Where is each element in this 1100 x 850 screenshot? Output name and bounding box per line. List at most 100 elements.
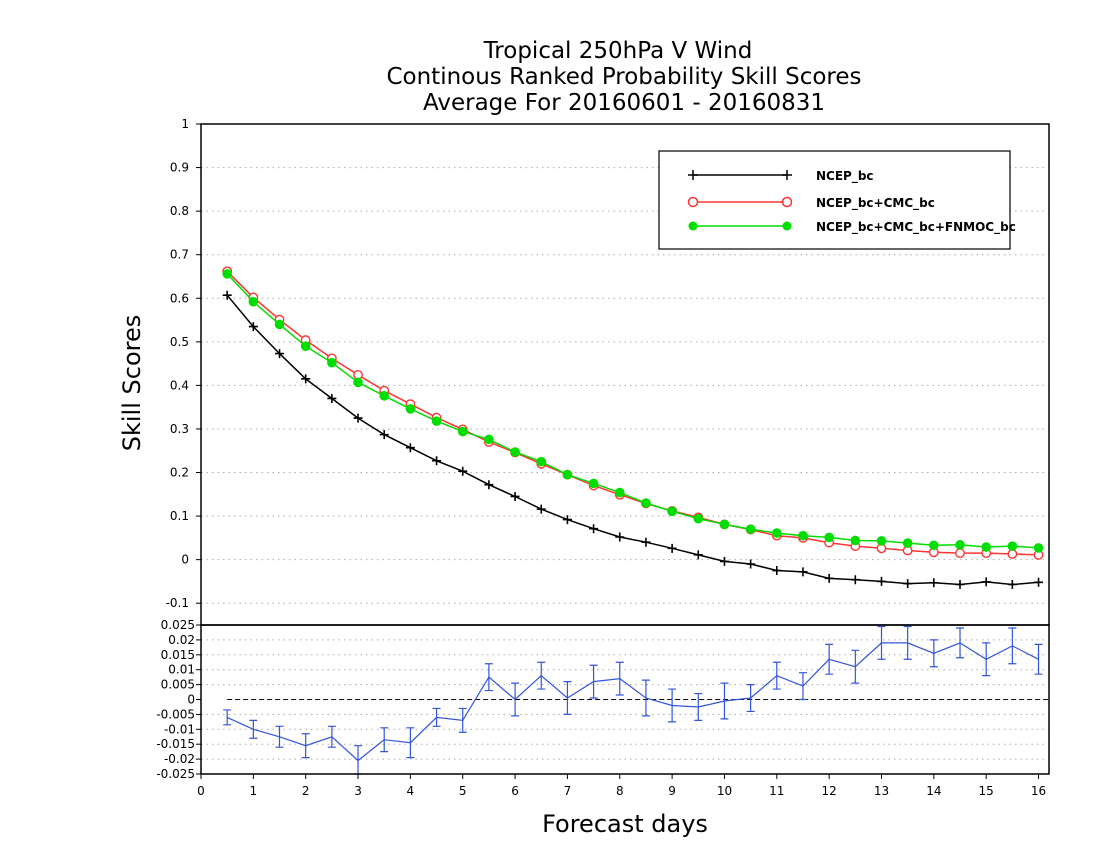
upper-y-tick-label: 0.6 <box>170 291 189 305</box>
error-bar <box>668 688 677 723</box>
upper-y-tick-label: 0.9 <box>170 161 189 175</box>
upper-y-tick-label: 0.8 <box>170 204 189 218</box>
error-bar <box>432 707 441 727</box>
data-point <box>353 377 363 388</box>
data-point <box>405 443 415 453</box>
data-point <box>589 524 599 534</box>
error-bar <box>223 709 232 726</box>
data-point <box>300 341 311 351</box>
data-point <box>719 556 729 566</box>
legend-label-ncep-bc: NCEP_bc <box>816 169 874 184</box>
x-axis-label: Forecast days <box>542 810 708 838</box>
lower-y-tick-label: -0.02 <box>164 752 195 766</box>
legend-entry-ncep-cmc: NCEP_bc+CMC_bc <box>687 196 935 211</box>
lower-panel-difference-series <box>223 625 1043 775</box>
data-point <box>903 579 913 589</box>
error-bar <box>249 719 258 739</box>
upper-y-tick-label: 1 <box>181 117 189 131</box>
data-point <box>824 573 834 583</box>
x-tick-label: 10 <box>717 784 732 798</box>
data-point <box>327 357 337 368</box>
data-point <box>562 515 572 525</box>
error-bar <box>956 627 965 659</box>
error-bar <box>903 625 912 660</box>
lower-y-tick-label: 0 <box>187 693 195 707</box>
upper-y-tick-label: 0.2 <box>170 466 189 480</box>
legend-entry-ncep-bc: NCEP_bc <box>688 169 874 184</box>
data-point <box>536 504 546 514</box>
error-bar <box>851 649 860 684</box>
data-point <box>222 269 232 279</box>
upper-y-tick-label: 0.7 <box>170 248 189 262</box>
data-point <box>484 480 494 490</box>
upper-panel-grid <box>201 167 1049 604</box>
series-line <box>226 294 1039 586</box>
error-bar <box>982 642 991 677</box>
x-tick-label: 11 <box>769 784 784 798</box>
upper-y-tick-label: 0.4 <box>170 378 189 392</box>
error-bar <box>406 727 415 759</box>
error-bar <box>877 625 886 660</box>
error-bar <box>1034 643 1043 675</box>
lower-y-tick-label: 0.005 <box>161 678 195 692</box>
error-bar <box>458 707 467 733</box>
error-bar <box>301 733 310 759</box>
data-point <box>798 567 808 577</box>
x-tick-label: 13 <box>874 784 889 798</box>
x-tick-label: 6 <box>511 784 519 798</box>
lower-y-tick-label: -0.005 <box>156 707 195 721</box>
data-point <box>614 487 625 498</box>
x-tick-label: 4 <box>407 784 415 798</box>
data-point <box>955 579 965 589</box>
data-point <box>327 393 337 403</box>
legend-box <box>658 150 1011 250</box>
data-point <box>274 319 285 330</box>
series-3 <box>222 269 1044 553</box>
upper-y-tick-label: 0.5 <box>170 335 189 349</box>
series-line <box>226 270 1039 556</box>
data-point <box>615 532 625 542</box>
data-point <box>1033 543 1044 553</box>
data-point <box>772 528 782 538</box>
error-bar <box>327 725 336 748</box>
x-tick-label: 2 <box>302 784 310 798</box>
error-bar <box>615 661 624 696</box>
upper-y-tick-label: 0.1 <box>170 509 189 523</box>
error-bar <box>720 682 729 720</box>
data-point <box>484 434 494 445</box>
data-point <box>824 532 834 543</box>
lower-y-tick-label: 0.015 <box>161 648 195 662</box>
error-bar <box>537 661 546 690</box>
data-point <box>510 491 520 501</box>
lower-y-tick-label: 0.02 <box>168 633 195 647</box>
legend-label-ncep-cmc: NCEP_bc+CMC_bc <box>816 196 935 211</box>
x-tick-label: 7 <box>564 784 572 798</box>
series-1 <box>222 290 1044 589</box>
data-point <box>275 349 285 359</box>
error-bar <box>746 684 755 713</box>
x-tick-label: 5 <box>459 784 467 798</box>
data-point <box>955 548 965 559</box>
x-tick-label: 12 <box>822 784 837 798</box>
data-point <box>876 576 886 586</box>
lower-y-tick-label: 0.01 <box>168 663 195 677</box>
error-bar <box>511 682 520 717</box>
data-point <box>929 540 939 551</box>
data-point <box>876 536 887 546</box>
x-tick-label: 8 <box>616 784 624 798</box>
data-point <box>248 322 258 332</box>
x-axis-ticks: 0 1 2 3 4 5 6 7 8 9 10 11 12 13 14 15 16 <box>197 774 1046 798</box>
data-point <box>588 478 599 489</box>
data-point <box>772 566 782 576</box>
error-bar <box>589 664 598 699</box>
upper-panel-y-ticks: -0.1 0 0.1 0.2 0.3 0.4 0.5 0.6 0.7 0.8 0.9 1 <box>166 117 201 610</box>
data-point <box>929 578 939 588</box>
data-point <box>693 550 703 560</box>
data-point <box>667 543 677 553</box>
error-bar <box>825 643 834 675</box>
data-point <box>746 559 756 569</box>
data-point <box>379 391 390 401</box>
data-point <box>510 447 520 457</box>
data-point <box>850 535 861 546</box>
data-point <box>458 466 468 476</box>
